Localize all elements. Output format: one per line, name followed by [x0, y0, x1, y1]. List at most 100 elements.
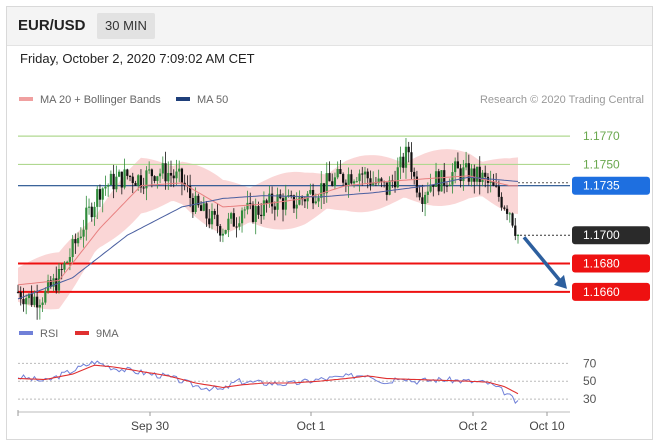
candle-body [415, 176, 419, 193]
timeframe-button[interactable]: 30 MIN [97, 13, 155, 39]
level-label-1.1735: 1.1735 [583, 179, 620, 193]
candle-body [344, 182, 347, 186]
candle-body [377, 178, 380, 184]
level-label-1.1700: 1.1700 [583, 228, 620, 242]
candle-body [314, 201, 317, 204]
candle-body [150, 169, 153, 177]
bollinger-bands-layer [18, 149, 518, 310]
rsi-panel: 70 50 30 [17, 356, 597, 406]
candle-body [36, 296, 39, 308]
candle-body [30, 293, 33, 305]
candle-body [497, 186, 500, 197]
candle-body [503, 207, 506, 209]
candle-body [251, 203, 255, 222]
rsi-tick-70: 70 [583, 356, 597, 370]
level-label-1.1750: 1.1750 [583, 157, 620, 171]
candle-body [342, 173, 345, 183]
candle-body [120, 171, 123, 188]
candle-body [339, 169, 342, 174]
candle-body [49, 280, 52, 287]
candle-body [369, 178, 372, 186]
candle-body [164, 163, 167, 182]
bollinger-legend-label: MA 20 + Bollinger Bands [40, 94, 161, 106]
candle-body [82, 229, 85, 237]
candle-body [16, 291, 20, 293]
candle-body [63, 262, 66, 270]
candle-body [475, 166, 479, 182]
candle-body [481, 172, 484, 182]
level-badge-1.1700 [572, 226, 650, 245]
forecast-arrow-head [554, 274, 567, 289]
candle-body [516, 234, 520, 236]
candle-body [85, 207, 88, 230]
candle-body [74, 239, 77, 244]
level-badge-1.1680 [572, 254, 650, 273]
candle-body [25, 298, 28, 305]
rsi-legend-label: RSI [40, 328, 58, 340]
rsi-legend-swatch [19, 331, 33, 335]
rsi-tick-30: 30 [583, 392, 597, 406]
candle-body [350, 174, 353, 184]
candle-body [112, 173, 115, 190]
ma9-legend-swatch [75, 331, 89, 335]
candle-body [46, 280, 50, 291]
candle-body [240, 210, 244, 224]
candle-body [262, 200, 266, 217]
candle-body [117, 171, 121, 177]
candle-body [79, 236, 82, 239]
candle-body [489, 181, 492, 183]
candle-body [199, 205, 203, 211]
candle-body [41, 302, 44, 305]
candle-body [137, 175, 140, 186]
candle-body [464, 163, 468, 168]
candle-body [210, 210, 214, 225]
candle-body [402, 156, 405, 168]
candle-body [410, 152, 413, 172]
research-credit: Research © 2020 Trading Central [480, 94, 644, 106]
candle-body [320, 183, 323, 198]
candle-body [219, 226, 222, 236]
level-badge-1.1735 [572, 176, 650, 195]
candle-body [104, 186, 107, 189]
candle-body [153, 176, 156, 181]
candle-body [161, 163, 164, 174]
candle-body [325, 173, 328, 194]
candle-body [202, 203, 205, 211]
candle-body [145, 170, 148, 189]
x-tick-label: Oct 1 [297, 419, 326, 433]
candle-body [366, 171, 369, 179]
candle-body [167, 172, 170, 182]
candle-body [22, 299, 25, 305]
candle-body [473, 168, 476, 182]
candle-body [139, 175, 143, 188]
candle-body [87, 206, 91, 208]
candle-body [52, 278, 55, 287]
moving-averages-layer [17, 175, 567, 300]
candle-body [470, 168, 473, 182]
candle-body [197, 195, 200, 206]
candle-body [448, 184, 451, 187]
candle-body [432, 184, 435, 187]
candle-body [328, 173, 331, 182]
candle-body [66, 261, 69, 263]
candle-body [500, 196, 503, 208]
candle-body [172, 175, 175, 179]
candle-body [486, 176, 490, 183]
candle-body [303, 199, 306, 202]
ma50-legend-label: MA 50 [197, 94, 228, 106]
candle-body [213, 210, 216, 215]
candle-body [358, 173, 361, 182]
candle-body [238, 223, 241, 227]
forecast-arrow-shaft [522, 236, 563, 283]
candle-body [265, 200, 268, 204]
candle-body [380, 178, 383, 182]
candle-body [175, 171, 178, 179]
level-label-1.1660: 1.1660 [583, 285, 620, 299]
candle-body [459, 168, 462, 182]
level-label-1.1680: 1.1680 [583, 257, 620, 271]
candle-body [205, 203, 208, 219]
rsi-tick-50: 50 [583, 374, 597, 388]
candle-body [77, 238, 80, 244]
candle-body [407, 146, 410, 153]
candle-body [38, 304, 41, 308]
